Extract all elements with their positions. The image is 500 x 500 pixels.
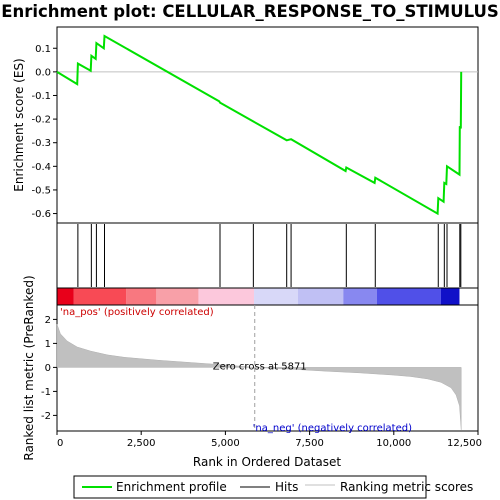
legend: Enrichment profile Hits Ranking metric s… — [73, 475, 473, 499]
x-axis-label: Rank in Ordered Dataset — [193, 455, 341, 469]
ranking-y-tick-label: -1 — [41, 387, 51, 398]
chart-title: Enrichment plot: CELLULAR_RESPONSE_TO_ST… — [1, 2, 499, 21]
ranking-y-tick-label: 0 — [45, 363, 51, 374]
x-tick-label: 0 — [57, 438, 63, 449]
ranking-bar-segment — [126, 288, 157, 305]
ranking-y-tick-label: 1 — [45, 339, 51, 350]
enrichment-panel: 0.1 0.0 -0.1 -0.2 -0.3 -0.4 -0.5 -0.6 Enrichmen… — [12, 26, 479, 224]
x-tick-label: 7,500 — [295, 438, 324, 449]
hits-panel-frame — [56, 222, 479, 289]
legend-enrichment-label: Enrichment profile — [116, 480, 227, 494]
ranking-bar-segment — [198, 288, 255, 305]
es-y-tick-label: -0.6 — [31, 209, 51, 220]
ranking-y-axis-label: Ranked list metric (PreRanked) — [22, 275, 36, 460]
enrichment-panel-frame — [56, 26, 479, 224]
x-axis-ticks: 0 2,500 5,000 7,500 10,000 12,500 — [56, 431, 482, 449]
enrichment-profile-line — [56, 34, 463, 216]
es-y-tick-label: -0.3 — [31, 138, 51, 149]
neg-correlated-label: 'na_neg' (negatively correlated) — [253, 423, 412, 434]
hit-lines — [77, 224, 462, 287]
ranking-bar-segment — [73, 288, 127, 305]
pos-correlated-label: 'na_pos' (positively correlated) — [60, 307, 214, 318]
ranking-y-tick-label: 2 — [45, 315, 51, 326]
es-y-tick-label: -0.4 — [31, 162, 51, 173]
es-y-tick-label: 0.1 — [35, 44, 51, 55]
es-y-tick-label: -0.1 — [31, 91, 51, 102]
ranking-bar-segment — [376, 288, 441, 305]
ranking-bar-segment — [156, 288, 199, 305]
ranking-bar-segment — [254, 288, 298, 305]
ranking-y-ticks: 2 1 0 -1 -2 — [41, 315, 57, 422]
es-y-ticks: 0.1 0.0 -0.1 -0.2 -0.3 -0.4 -0.5 -0.6 — [31, 44, 57, 220]
ranking-metric-area — [56, 324, 462, 430]
es-y-axis-label: Enrichment score (ES) — [12, 58, 26, 191]
x-tick-label: 2,500 — [127, 438, 156, 449]
ranking-bar-segment — [343, 288, 377, 305]
es-y-tick-label: -0.5 — [31, 185, 51, 196]
x-tick-label: 12,500 — [447, 438, 482, 449]
ranking-bar-segment — [297, 288, 344, 305]
x-tick-label: 10,000 — [376, 438, 411, 449]
legend-ranking-label: Ranking metric scores — [340, 480, 473, 494]
ranking-color-bar — [57, 288, 460, 305]
legend-hits-label: Hits — [275, 480, 298, 494]
ranking-bar-segment — [57, 288, 74, 305]
zero-cross-label: Zero cross at 5871 — [213, 361, 307, 372]
hits-panel — [56, 222, 479, 289]
ranking-panel: 2 1 0 -1 -2 'na_pos' (positively correlated)… — [22, 275, 479, 461]
x-tick-label: 5,000 — [211, 438, 240, 449]
ranking-bar-segment — [440, 288, 460, 305]
ranking-y-tick-label: -2 — [41, 411, 51, 422]
es-y-tick-label: -0.2 — [31, 115, 51, 126]
es-y-tick-label: 0.0 — [35, 67, 51, 78]
